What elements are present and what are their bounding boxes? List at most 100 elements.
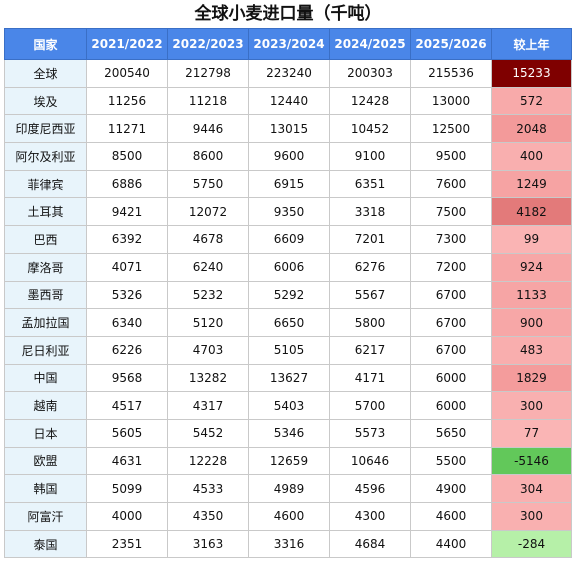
value-cell: 9568 [86, 363, 168, 393]
value-cell: 12440 [248, 86, 330, 116]
country-cell: 阿富汗 [4, 502, 87, 531]
table-row: 菲律宾 6886 5750 6915 6351 7600 1249 [4, 169, 572, 199]
change-cell: 924 [491, 252, 572, 282]
country-cell: 印度尼西亚 [4, 114, 87, 144]
value-cell: 4400 [410, 529, 492, 559]
table-row: 日本 5605 5452 5346 5573 5650 77 [4, 418, 572, 448]
column-header: 2024/2025 [329, 28, 411, 60]
value-cell: 4600 [410, 502, 492, 531]
change-cell: 300 [491, 391, 572, 420]
value-cell: 13015 [248, 114, 330, 144]
value-cell: 4317 [167, 391, 249, 420]
value-cell: 12072 [167, 197, 249, 227]
column-header: 2021/2022 [86, 28, 168, 60]
value-cell: 4000 [86, 502, 168, 531]
value-cell: 7300 [410, 225, 492, 254]
value-cell: 4678 [167, 225, 249, 254]
value-cell: 212798 [167, 59, 249, 88]
change-cell: 1829 [491, 363, 572, 393]
change-cell: 99 [491, 225, 572, 254]
table-row: 孟加拉国 6340 5120 6650 5800 6700 900 [4, 308, 572, 337]
value-cell: 223240 [248, 59, 330, 88]
change-cell: 483 [491, 335, 572, 365]
value-cell: 5292 [248, 280, 330, 310]
country-cell: 墨西哥 [4, 280, 87, 310]
value-cell: 9100 [329, 142, 411, 171]
change-cell: 400 [491, 142, 572, 171]
change-cell: 304 [491, 474, 572, 503]
table-body: 全球 200540 212798 223240 200303 215536 15233 埃及 1… [4, 59, 572, 559]
country-cell: 欧盟 [4, 446, 87, 476]
column-header: 2022/2023 [167, 28, 249, 60]
value-cell: 12228 [167, 446, 249, 476]
value-cell: 5099 [86, 474, 168, 503]
country-cell: 埃及 [4, 86, 87, 116]
value-cell: 7600 [410, 169, 492, 199]
value-cell: 9350 [248, 197, 330, 227]
value-cell: 3318 [329, 197, 411, 227]
column-header: 较上年 [491, 28, 572, 60]
value-cell: 6915 [248, 169, 330, 199]
value-cell: 6700 [410, 308, 492, 337]
value-cell: 200303 [329, 59, 411, 88]
value-cell: 215536 [410, 59, 492, 88]
change-cell: 900 [491, 308, 572, 337]
value-cell: 6700 [410, 280, 492, 310]
value-cell: 9446 [167, 114, 249, 144]
country-cell: 孟加拉国 [4, 308, 87, 337]
change-cell: 1133 [491, 280, 572, 310]
value-cell: 3163 [167, 529, 249, 559]
table-row: 埃及 11256 11218 12440 12428 13000 572 [4, 86, 572, 116]
value-cell: 4300 [329, 502, 411, 531]
table-header-row: 国家 2021/2022 2022/2023 2023/2024 2024/20… [4, 28, 572, 60]
table-row: 印度尼西亚 11271 9446 13015 10452 12500 2048 [4, 114, 572, 144]
country-cell: 全球 [4, 59, 87, 88]
value-cell: 5232 [167, 280, 249, 310]
value-cell: 4533 [167, 474, 249, 503]
country-cell: 中国 [4, 363, 87, 393]
value-cell: 5452 [167, 418, 249, 448]
change-cell: 1249 [491, 169, 572, 199]
value-cell: 11256 [86, 86, 168, 116]
value-cell: 4071 [86, 252, 168, 282]
column-header: 2025/2026 [410, 28, 492, 60]
value-cell: 4631 [86, 446, 168, 476]
value-cell: 6340 [86, 308, 168, 337]
country-cell: 菲律宾 [4, 169, 87, 199]
column-header: 2023/2024 [248, 28, 330, 60]
table-row: 阿富汗 4000 4350 4600 4300 4600 300 [4, 502, 572, 531]
change-cell: -5146 [491, 446, 572, 476]
table-row: 摩洛哥 4071 6240 6006 6276 7200 924 [4, 252, 572, 282]
country-cell: 泰国 [4, 529, 87, 559]
value-cell: 12428 [329, 86, 411, 116]
value-cell: 5750 [167, 169, 249, 199]
value-cell: 13627 [248, 363, 330, 393]
value-cell: 3316 [248, 529, 330, 559]
country-cell: 摩洛哥 [4, 252, 87, 282]
value-cell: 4517 [86, 391, 168, 420]
value-cell: 6609 [248, 225, 330, 254]
table-row: 土耳其 9421 12072 9350 3318 7500 4182 [4, 197, 572, 227]
value-cell: 2351 [86, 529, 168, 559]
value-cell: 8600 [167, 142, 249, 171]
value-cell: 6276 [329, 252, 411, 282]
country-cell: 尼日利亚 [4, 335, 87, 365]
country-cell: 土耳其 [4, 197, 87, 227]
change-cell: 300 [491, 502, 572, 531]
change-cell: 4182 [491, 197, 572, 227]
value-cell: 7500 [410, 197, 492, 227]
page-title: 全球小麦进口量（千吨） [194, 4, 382, 24]
value-cell: 4350 [167, 502, 249, 531]
value-cell: 4684 [329, 529, 411, 559]
value-cell: 11218 [167, 86, 249, 116]
value-cell: 12659 [248, 446, 330, 476]
value-cell: 5500 [410, 446, 492, 476]
table-row: 中国 9568 13282 13627 4171 6000 1829 [4, 363, 572, 393]
value-cell: 4900 [410, 474, 492, 503]
value-cell: 11271 [86, 114, 168, 144]
value-cell: 5573 [329, 418, 411, 448]
value-cell: 13000 [410, 86, 492, 116]
value-cell: 4989 [248, 474, 330, 503]
value-cell: 200540 [86, 59, 168, 88]
country-cell: 巴西 [4, 225, 87, 254]
